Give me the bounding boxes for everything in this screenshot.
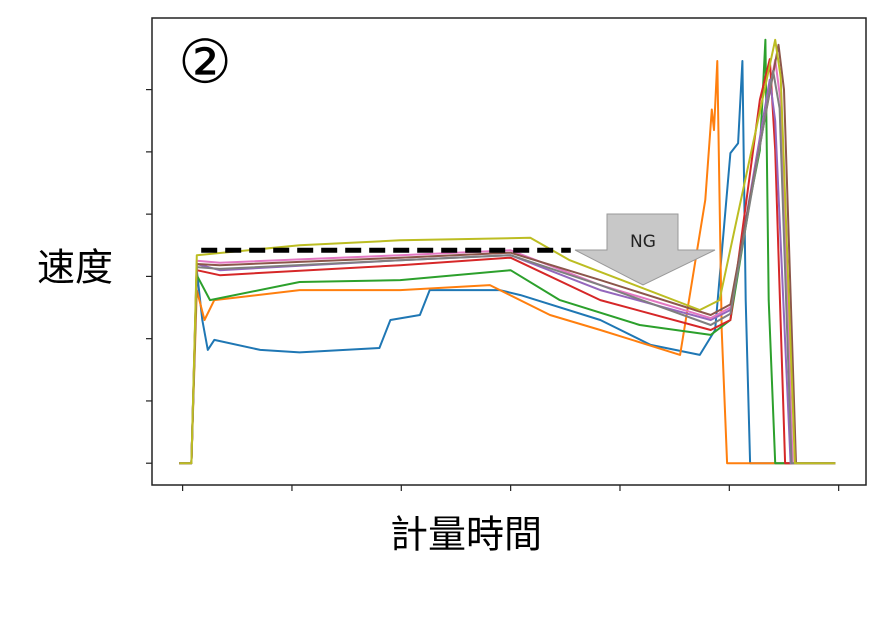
plot-frame — [151, 17, 867, 486]
series-line — [179, 58, 836, 465]
ng-arrow — [574, 213, 716, 286]
series-line — [179, 38, 836, 465]
series-line — [179, 60, 836, 465]
panel-label: ② — [178, 28, 232, 98]
series-line — [179, 38, 836, 465]
y-axis-label: 速度 — [37, 246, 113, 290]
annotation: NG — [630, 232, 656, 252]
series-line — [179, 43, 836, 465]
x-axis-label: 計量時間 — [390, 513, 542, 557]
series-line — [179, 58, 836, 465]
series-line — [179, 60, 836, 465]
